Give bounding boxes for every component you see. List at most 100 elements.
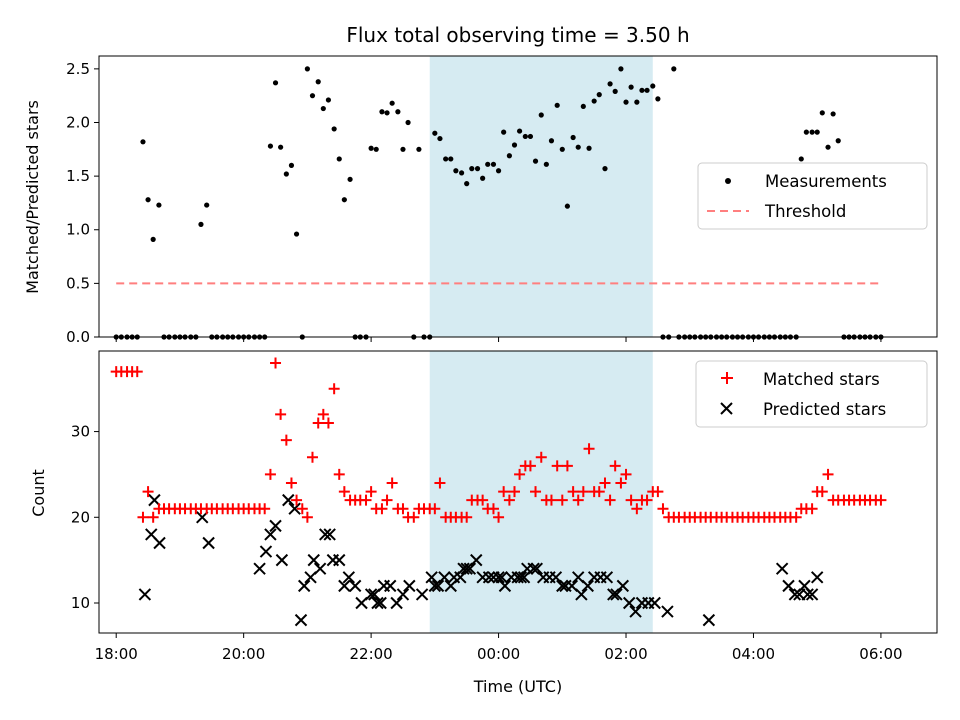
predicted-star-point	[282, 493, 295, 507]
measurement-point	[469, 166, 475, 172]
matched-star-point	[328, 383, 340, 395]
measurement-points	[113, 66, 884, 340]
matched-star-point	[620, 468, 632, 480]
top-y-tick-label: 1.5	[66, 167, 90, 185]
measurement-point	[623, 99, 629, 105]
predicted-star-point	[348, 579, 362, 593]
predicted-star-point	[294, 613, 308, 627]
predicted-star-point	[403, 579, 416, 593]
predicted-star-point	[307, 553, 320, 567]
measurement-point	[559, 146, 565, 152]
measurement-point	[586, 145, 592, 151]
measurement-point	[650, 83, 656, 89]
bottom-y-tick-label: 20	[71, 508, 90, 526]
measurement-point	[448, 156, 454, 162]
predicted-star-point	[801, 588, 814, 601]
predicted-star-point	[438, 571, 451, 584]
bottom-legend: Matched stars Predicted stars	[695, 360, 928, 428]
predicted-star-points	[138, 493, 824, 627]
measurement-point	[612, 88, 618, 94]
measurement-point	[495, 168, 502, 174]
matched-star-point	[317, 408, 329, 420]
predicted-star-point	[530, 562, 544, 575]
predicted-star-point	[470, 553, 483, 567]
matched-star-point	[291, 494, 303, 506]
matched-star-point	[434, 477, 446, 489]
predicted-star-point	[371, 596, 384, 610]
matched-star-point	[487, 503, 499, 515]
top-y-tick-label: 2.0	[66, 113, 90, 131]
measurement-point	[198, 221, 204, 227]
matched-star-point	[386, 477, 398, 489]
matched-star-point	[625, 494, 637, 506]
matched-star-point	[508, 486, 520, 498]
measurement-point	[655, 96, 661, 102]
x-axis-label: Time (UTC)	[473, 677, 562, 696]
matched-star-point	[503, 494, 515, 506]
matched-star-point	[408, 511, 420, 523]
measurement-point	[272, 80, 279, 86]
matched-star-point	[264, 468, 276, 480]
measurement-point	[554, 102, 560, 108]
predicted-star-point	[629, 605, 642, 618]
chart-title: Flux total observing time = 3.50 h	[346, 23, 689, 47]
measurement-point	[532, 158, 539, 164]
measurement-point	[644, 87, 650, 93]
measurement-point	[639, 87, 645, 93]
matched-star-point	[514, 468, 526, 480]
predicted-star-point	[431, 579, 445, 593]
matched-star-point	[567, 486, 579, 498]
predicted-star-point	[202, 536, 215, 550]
measurement-point	[527, 133, 534, 140]
measurement-point	[516, 128, 523, 134]
measurement-point	[379, 109, 385, 115]
legend-measurements-marker	[725, 178, 731, 184]
measurement-point	[341, 197, 347, 203]
predicted-star-point	[333, 553, 346, 567]
matched-star-point	[376, 503, 388, 515]
top-plot-frame	[98, 55, 938, 338]
bottom-y-tick-label: 10	[71, 594, 90, 612]
matched-star-point	[360, 494, 372, 506]
predicted-star-point	[498, 579, 512, 593]
measurement-point	[825, 144, 831, 150]
x-tick-label: 04:00	[732, 645, 775, 663]
measurement-point	[443, 156, 449, 162]
measurement-point	[634, 99, 640, 105]
measurement-point	[459, 170, 465, 176]
predicted-star-point	[622, 596, 636, 610]
predicted-star-point	[775, 562, 789, 575]
matched-star-point	[604, 494, 616, 506]
measurement-point	[389, 100, 395, 106]
measurement-point	[405, 119, 411, 126]
predicted-star-point	[463, 562, 477, 575]
predicted-star-point	[342, 571, 356, 584]
measurement-point	[819, 110, 825, 116]
predicted-star-point	[297, 579, 311, 593]
matched-star-point	[577, 486, 589, 498]
measurement-point	[416, 146, 422, 152]
matched-star-point	[535, 451, 547, 463]
predicted-star-point	[556, 579, 569, 593]
matched-star-point	[498, 486, 510, 498]
measurement-point	[798, 156, 804, 162]
matched-star-point	[556, 494, 568, 506]
matched-star-point	[641, 494, 653, 506]
measurement-point	[368, 145, 374, 151]
matched-star-point	[524, 460, 536, 472]
matched-star-point	[599, 477, 611, 489]
measurement-point	[602, 166, 608, 172]
top-y-tick-label: 0.5	[66, 274, 90, 292]
measurement-point	[575, 144, 581, 150]
bottom-y-ticks: 10 20 30	[71, 423, 99, 612]
measurement-point	[278, 144, 284, 150]
x-tick-label: 00:00	[477, 645, 520, 663]
predicted-star-point	[482, 571, 496, 584]
top-y-ticks: 0.0 0.5 1.0 1.5 2.0 2.5	[66, 60, 99, 346]
predicted-star-point	[495, 571, 508, 584]
matched-star-point	[296, 503, 308, 515]
measurement-point	[618, 66, 624, 72]
measurement-point	[580, 103, 586, 110]
predicted-star-point	[514, 571, 528, 584]
matched-star-point	[551, 460, 563, 472]
